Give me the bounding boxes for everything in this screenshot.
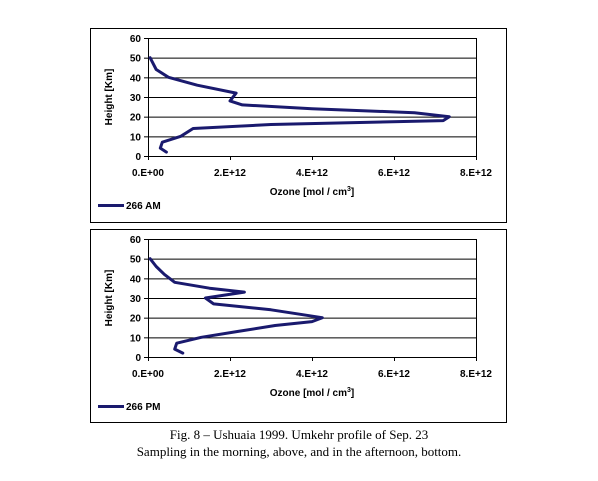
caption-line-2: Sampling in the morning, above, and in t…: [136, 444, 462, 459]
y-axis-label: Height [Km]: [104, 69, 115, 126]
caption-line-1: Fig. 8 – Ushuaia 1999. Umkehr profile of…: [169, 427, 429, 442]
y-tick-label: 60: [130, 235, 142, 246]
y-tick-label: 20: [130, 314, 142, 325]
chart-frame: [90, 229, 507, 423]
chart-1: 0 10 20 30 40 50 60 0.E+00 2.E+12 4.E+12 6.E+12 8.E…: [90, 28, 507, 223]
y-tick-label: 10: [130, 333, 142, 344]
y-tick-label: 50: [130, 255, 142, 266]
y-tick-label: 60: [130, 34, 142, 45]
y-tick-label: 0: [135, 353, 141, 364]
y-tick-label: 20: [130, 113, 142, 124]
y-tick-label: 40: [130, 274, 142, 285]
x-axis-label: Ozone [mol / cm3]: [270, 387, 354, 399]
x-tick-label: 6.E+12: [378, 369, 410, 380]
y-tick-label: 10: [130, 132, 142, 143]
y-axis-label: Height [Km]: [104, 270, 115, 327]
x-tick-label: 8.E+12: [460, 168, 492, 179]
y-tick-label: 30: [130, 294, 142, 305]
legend-label: 266 PM: [126, 402, 160, 413]
x-tick-label: 2.E+12: [214, 168, 246, 179]
series-line: [148, 257, 324, 355]
y-tick-label: 0: [135, 152, 141, 163]
x-tick-label: 4.E+12: [296, 168, 328, 179]
x-tick-label: 8.E+12: [460, 369, 492, 380]
x-axis-label: Ozone [mol / cm3]: [270, 186, 354, 198]
series-line: [148, 56, 451, 154]
legend-label: 266 AM: [126, 201, 161, 212]
y-tick-label: 50: [130, 54, 142, 65]
chart-frame: [90, 28, 507, 223]
x-tick-label: 0.E+00: [132, 369, 164, 380]
x-tick-label: 4.E+12: [296, 369, 328, 380]
chart-2: 0 10 20 30 40 50 60 0.E+00 2.E+12 4.E+12 6.E+12 8.E…: [90, 229, 507, 423]
x-tick-label: 6.E+12: [378, 168, 410, 179]
y-tick-label: 40: [130, 73, 142, 84]
x-tick-label: 0.E+00: [132, 168, 164, 179]
y-tick-label: 30: [130, 93, 142, 104]
x-tick-label: 2.E+12: [214, 369, 246, 380]
